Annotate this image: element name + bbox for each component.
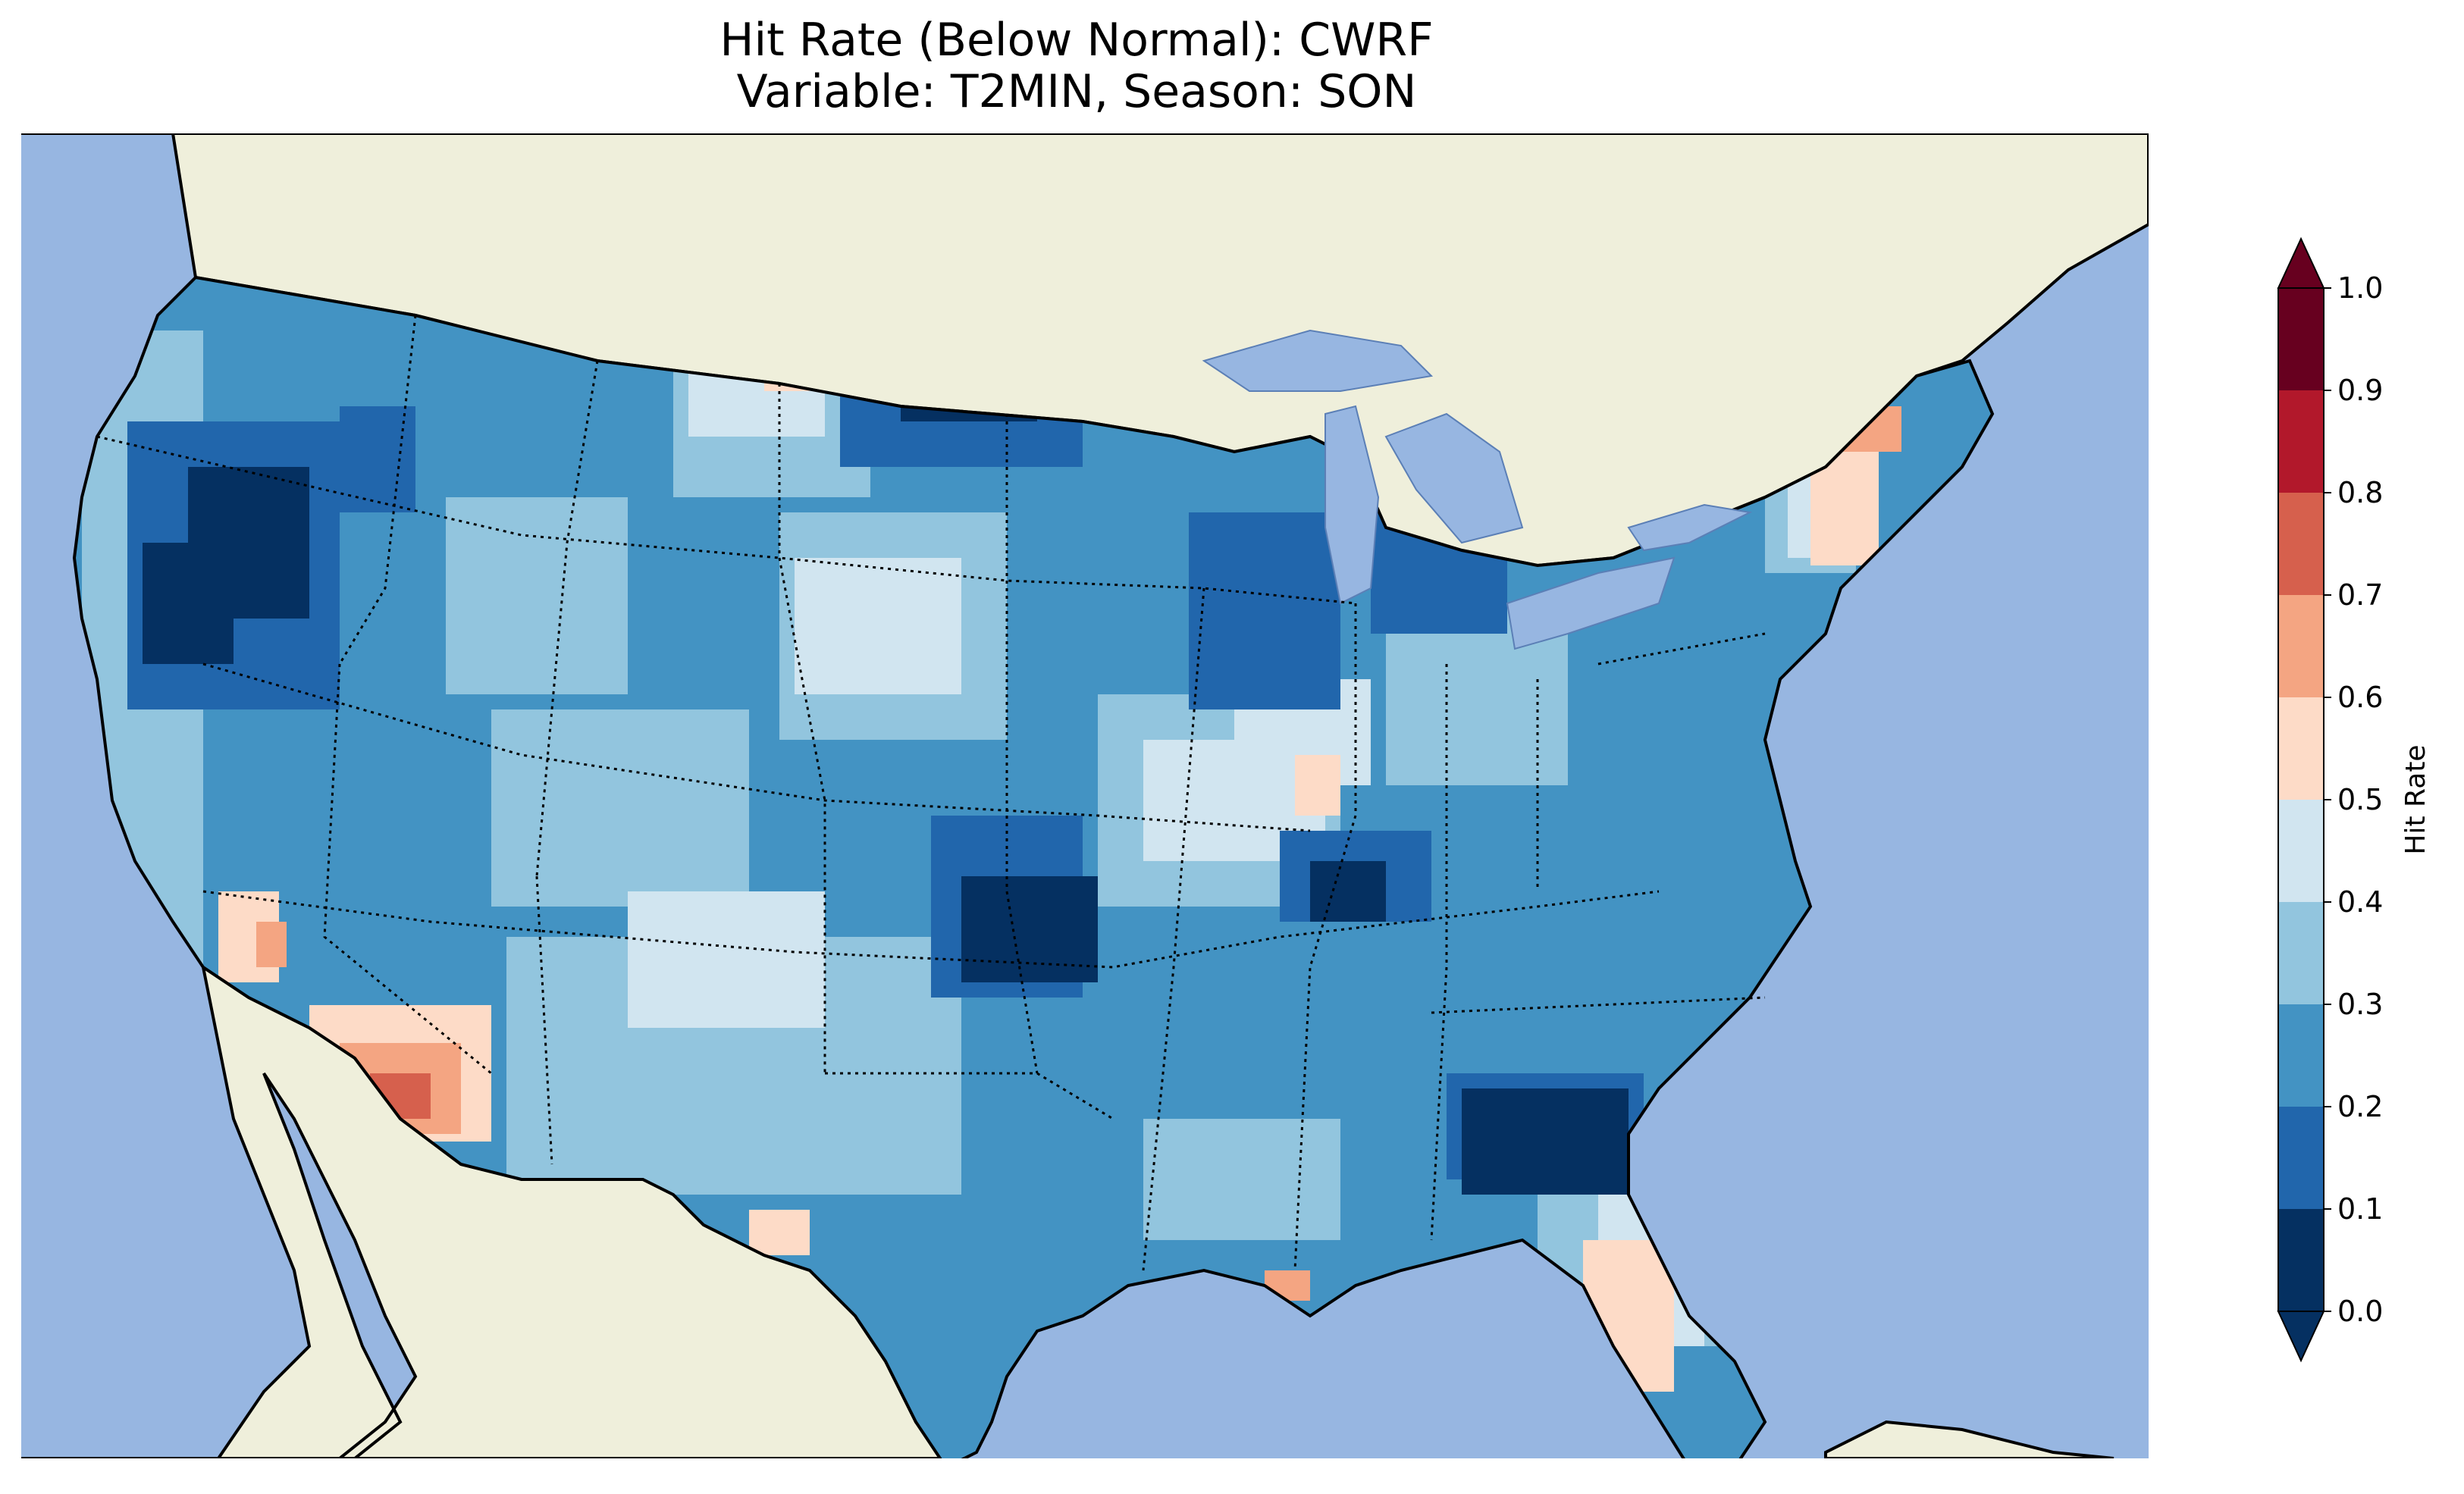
colorbar-tick-label: 1.0 bbox=[2337, 271, 2383, 305]
colorbar-segment bbox=[2278, 697, 2324, 800]
colorbar-segment bbox=[2278, 595, 2324, 697]
colorbar-segment bbox=[2278, 1004, 2324, 1107]
colorbar-segment bbox=[2278, 1107, 2324, 1209]
chart-title-line1: Hit Rate (Below Normal): CWRF bbox=[719, 14, 1434, 67]
colorbar-label: Hit Rate bbox=[2400, 744, 2431, 854]
colorbar-tick-label: 0.0 bbox=[2337, 1295, 2383, 1328]
hit-rate-map bbox=[21, 133, 2149, 1458]
colorbar-tick-label: 0.6 bbox=[2337, 681, 2383, 714]
colorbar-extend-max bbox=[2277, 236, 2325, 289]
state-borders bbox=[96, 315, 1766, 1271]
colorbar-segment bbox=[2278, 800, 2324, 902]
colorbar-tick-label: 0.2 bbox=[2337, 1090, 2383, 1123]
colorbar-tick-label: 0.8 bbox=[2337, 476, 2383, 509]
great-lakes bbox=[1202, 329, 1753, 650]
colorbar-tick-label: 0.3 bbox=[2337, 988, 2383, 1021]
colorbar-segment bbox=[2278, 493, 2324, 595]
cuba-land bbox=[1824, 1420, 2114, 1458]
colorbar-tick-label: 0.4 bbox=[2337, 885, 2383, 919]
colorbar-extend-min bbox=[2277, 1311, 2325, 1363]
colorbar-segment bbox=[2278, 288, 2324, 390]
colorbar-segment bbox=[2278, 1209, 2324, 1311]
colorbar: 0.0 0.1 0.2 0.3 0.4 0.5 0.6 0.7 0.8 0.9 1.0 Hit Rat… bbox=[2277, 236, 2431, 1363]
colorbar-tick-label: 0.7 bbox=[2337, 578, 2383, 612]
colorbar-segment bbox=[2278, 390, 2324, 493]
chart-title-line2: Variable: T2MIN, Season: SON bbox=[736, 65, 1417, 118]
colorbar-segment bbox=[2278, 902, 2324, 1004]
colorbar-tick-label: 0.5 bbox=[2337, 783, 2383, 816]
colorbar-tick-label: 0.9 bbox=[2337, 374, 2383, 407]
colorbar-tick-label: 0.1 bbox=[2337, 1192, 2383, 1226]
